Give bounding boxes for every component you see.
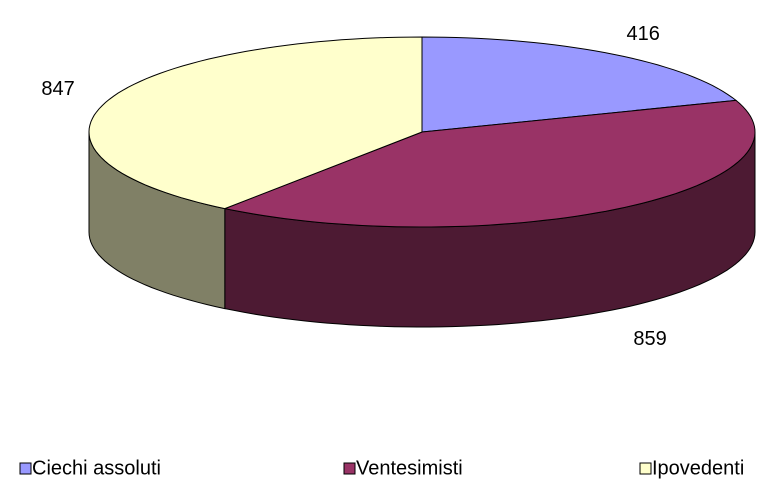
- legend-label: Ipovedenti: [652, 457, 744, 479]
- data-label: 859: [633, 328, 666, 350]
- data-label: 416: [627, 23, 660, 45]
- data-label: 847: [41, 78, 74, 100]
- slice: [88, 36, 423, 210]
- legend-swatch: [343, 462, 356, 475]
- legend-label: Ciechi assoluti: [32, 457, 161, 479]
- legend-swatch: [19, 462, 32, 475]
- legend-label: Ventesimisti: [356, 457, 463, 479]
- slice: [223, 99, 756, 228]
- legend-swatch: [639, 462, 652, 475]
